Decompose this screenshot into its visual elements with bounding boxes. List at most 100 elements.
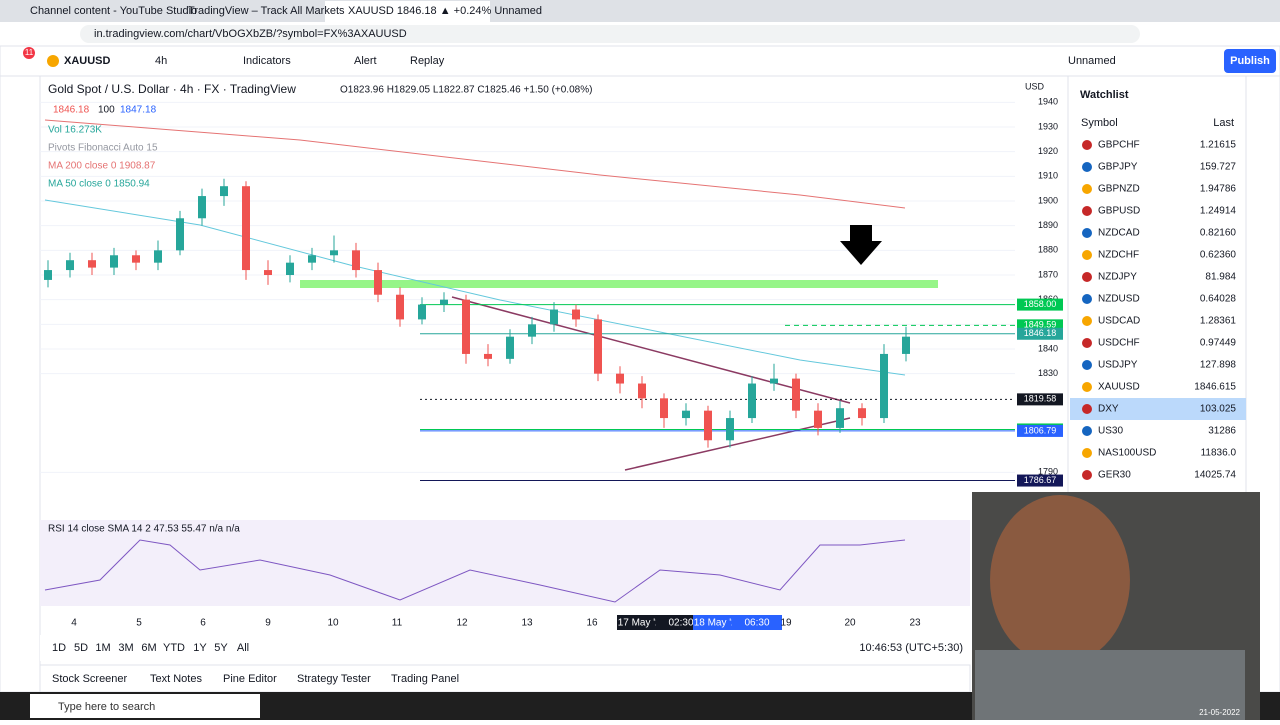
x-tick-label: 19: [780, 618, 792, 629]
candle-body: [550, 309, 558, 325]
x-tick-label: 11: [392, 618, 403, 629]
tab-title[interactable]: TradingView – Track All Markets: [188, 5, 345, 17]
timeframe[interactable]: 6M: [141, 642, 156, 654]
watch-last: 0.62360: [1200, 250, 1237, 261]
tab-title[interactable]: XAUUSD 1846.18 ▲ +0.24% Unnamed: [348, 5, 542, 17]
panel-tab[interactable]: Trading Panel: [391, 673, 459, 685]
currency: USD: [1025, 81, 1045, 91]
watch-last: 1.28361: [1200, 316, 1237, 327]
layout-name[interactable]: Unnamed: [1068, 55, 1116, 67]
watch-symbol: XAUUSD: [1098, 382, 1140, 393]
candle-body: [132, 255, 140, 263]
x-tick-label: 12: [456, 618, 468, 629]
publish-button[interactable]: [1224, 49, 1276, 73]
search-text[interactable]: Type here to search: [58, 701, 155, 713]
publish[interactable]: Publish: [1230, 55, 1270, 67]
interval[interactable]: 4h: [155, 55, 167, 67]
replay[interactable]: Replay: [410, 55, 445, 67]
watch-symbol: GBPNZD: [1098, 184, 1140, 195]
taskbar-search[interactable]: [30, 694, 260, 718]
url-field[interactable]: [80, 25, 1140, 43]
price-tag: [1017, 474, 1063, 487]
y-tick-label: 1920: [1038, 146, 1058, 156]
panel-tab[interactable]: Text Notes: [150, 673, 202, 685]
timeframe[interactable]: 3M: [118, 642, 133, 654]
symbol[interactable]: XAUUSD: [64, 55, 111, 67]
candle-body: [726, 418, 734, 441]
candle-body: [396, 294, 404, 320]
watch-symbol: GER30: [1098, 470, 1131, 481]
symbol-icon: [47, 55, 59, 67]
candle-body: [374, 270, 382, 295]
timeframe[interactable]: 1M: [95, 642, 110, 654]
timeframe[interactable]: 1Y: [193, 642, 207, 654]
candle-body: [352, 250, 360, 271]
panel-tab[interactable]: Strategy Tester: [297, 673, 371, 685]
timeframe[interactable]: 1D: [52, 642, 66, 654]
col-symbol: Symbol: [1081, 117, 1118, 129]
arrow-down: [840, 225, 882, 265]
timeframe[interactable]: 5D: [74, 642, 88, 654]
x-tick-label: 16: [586, 618, 598, 629]
url[interactable]: in.tradingview.com/chart/VbOGXbZB/?symbo…: [94, 28, 407, 40]
active-tab[interactable]: [325, 1, 490, 22]
candle-body: [682, 410, 690, 419]
alert[interactable]: Alert: [354, 55, 377, 67]
watch-symbol: USDCHF: [1098, 338, 1140, 349]
watch-symbol: USDJPY: [1098, 360, 1138, 371]
timeframe[interactable]: YTD: [163, 642, 185, 654]
x-tick-label: 9: [265, 618, 271, 629]
price-tag: [1017, 298, 1063, 311]
price-tag-label: 1819.58: [1024, 394, 1057, 404]
candle-body: [484, 353, 492, 359]
ma50: [44, 199, 906, 376]
candle-body: [792, 378, 800, 411]
candle-body: [242, 186, 250, 271]
tab-title[interactable]: Channel content - YouTube Studio: [30, 5, 197, 17]
candle-body: [418, 304, 426, 320]
watch-last: 1846.615: [1194, 382, 1236, 393]
ohlc: O1823.96 H1829.05 L1822.87 C1825.46 +1.5…: [340, 85, 592, 96]
candle-body: [616, 373, 624, 384]
y-tick-label: 1830: [1038, 368, 1058, 378]
bid: 1846.18: [53, 105, 90, 116]
price-tag: [1017, 327, 1063, 340]
watch-symbol: NZDCAD: [1098, 228, 1140, 239]
y-tick-label: 1940: [1038, 97, 1058, 107]
candle-body: [308, 255, 316, 263]
timeframe[interactable]: 5Y: [214, 642, 228, 654]
candle-body: [198, 196, 206, 219]
candle-body: [836, 408, 844, 428]
candle-body: [286, 262, 294, 275]
candle-body: [264, 270, 272, 275]
flag: [1082, 162, 1092, 172]
timeframe[interactable]: All: [237, 642, 249, 654]
spread: 100: [98, 105, 115, 116]
x-tick-label: 23: [909, 618, 921, 629]
candle-body: [176, 218, 184, 251]
candle-body: [638, 383, 646, 399]
price-tag-label: 1806.79: [1024, 425, 1057, 435]
range-bar: [40, 635, 970, 661]
flag: [1082, 338, 1092, 348]
panel-tab[interactable]: Stock Screener: [52, 673, 128, 685]
watchlist-title[interactable]: Watchlist: [1080, 89, 1129, 101]
flag: [1082, 272, 1092, 282]
clock: 10:46:53 (UTC+5:30): [859, 642, 963, 654]
watchlist-panel: [1067, 75, 1247, 497]
watch-symbol: NZDUSD: [1098, 294, 1140, 305]
candle-body: [154, 250, 162, 263]
candle-body: [770, 378, 778, 384]
watch-last: 14025.74: [1194, 470, 1236, 481]
candle-body: [88, 260, 96, 268]
flag: [1082, 140, 1092, 150]
candle-body: [704, 410, 712, 441]
indicators[interactable]: Indicators: [243, 55, 291, 67]
col-last: Last: [1213, 117, 1234, 129]
y-tick-label: 1880: [1038, 245, 1058, 255]
x-tick-label: 17 May '22: [618, 618, 667, 629]
panel-tab[interactable]: Pine Editor: [223, 673, 277, 685]
price-tag-label: 1849.59: [1024, 320, 1057, 330]
candle-body: [440, 299, 448, 305]
y-tick-label: 1930: [1038, 121, 1058, 131]
